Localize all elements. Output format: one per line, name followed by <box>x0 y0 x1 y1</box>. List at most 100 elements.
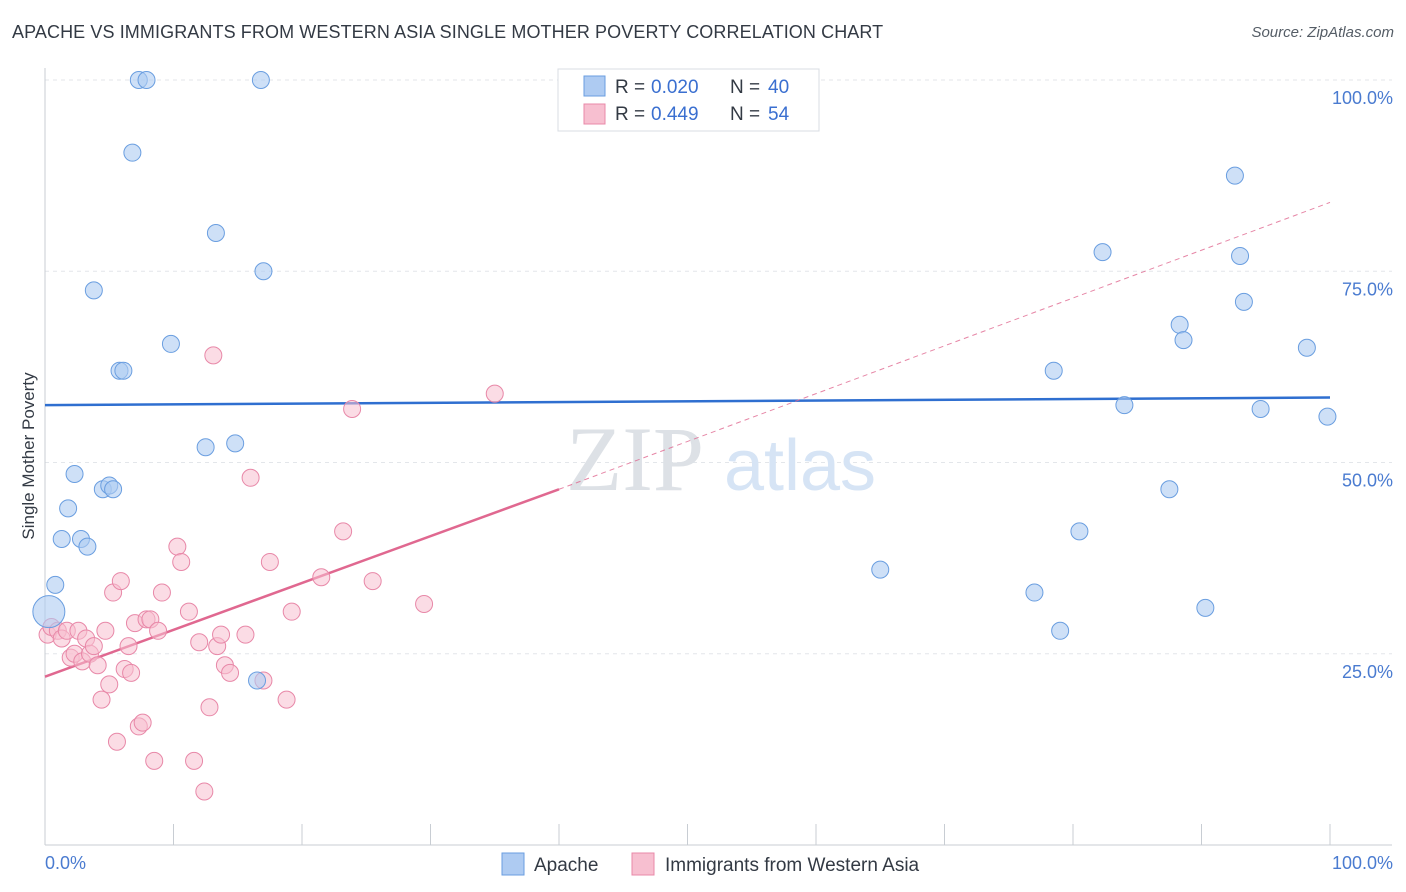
apache-point <box>161 334 180 353</box>
wa-point <box>133 713 152 732</box>
bottom-legend-swatch-apache <box>501 852 525 876</box>
x-tick-label: 100.0% <box>1332 853 1393 873</box>
wa-point <box>212 625 231 644</box>
apache-point <box>32 595 66 629</box>
wa-point <box>172 552 191 571</box>
watermark-zip: ZIP <box>566 408 704 510</box>
apache-point <box>871 560 890 579</box>
apache-point <box>1251 399 1270 418</box>
wa-point <box>195 782 214 801</box>
legend-box: R = 0.020 N = 40 R = 0.449 N = 54 <box>557 68 820 132</box>
apache-point <box>114 361 133 380</box>
apache-point <box>1093 243 1112 262</box>
wa-point <box>343 399 362 418</box>
wa-point <box>107 732 126 751</box>
legend-r-label: R = <box>615 77 645 98</box>
apache-point <box>1025 583 1044 602</box>
apache-point <box>251 71 270 89</box>
wa-point <box>152 583 171 602</box>
wa-point <box>200 698 219 717</box>
y-tick-label: 75.0% <box>1342 279 1393 299</box>
y-tick-label: 50.0% <box>1342 471 1393 491</box>
legend-r-label: R = <box>615 104 645 125</box>
apache-point <box>84 281 103 300</box>
wa-point <box>485 384 504 403</box>
legend-swatch-wa <box>583 103 606 125</box>
wa-point <box>88 656 107 675</box>
apache-point <box>1196 598 1215 617</box>
wa-point <box>236 625 255 644</box>
axes <box>44 68 1392 846</box>
legend-r-value: 0.449 <box>651 104 699 125</box>
y-axis-label: Single Mother Poverty <box>19 372 38 540</box>
legend-n-value: 40 <box>768 77 789 98</box>
legend-r-value: 0.020 <box>651 77 699 98</box>
y-tick-label: 25.0% <box>1342 662 1393 682</box>
wa-point <box>334 522 353 541</box>
apache-point <box>52 530 71 548</box>
apache-point <box>1115 396 1134 415</box>
wa-point <box>363 572 382 591</box>
apache-point <box>196 438 215 457</box>
bottom-legend: Apache Immigrants from Western Asia <box>501 852 920 876</box>
wa-trend-extension <box>558 201 1331 490</box>
grid-lines <box>45 79 1392 655</box>
apache-point <box>65 464 84 483</box>
wa-point <box>204 346 223 365</box>
legend-n-label: N = <box>730 104 760 125</box>
bottom-legend-wa: Immigrants from Western Asia <box>665 855 920 876</box>
y-tick-label: 100.0% <box>1332 88 1393 108</box>
legend-n-label: N = <box>730 77 760 98</box>
apache-point <box>1297 338 1316 357</box>
wa-point <box>221 663 240 682</box>
wa-point <box>111 572 130 591</box>
wa-point <box>179 602 198 621</box>
apache-point <box>46 575 65 594</box>
wa-point <box>277 690 296 709</box>
wa-point <box>92 690 111 709</box>
chart-title: APACHE VS IMMIGRANTS FROM WESTERN ASIA S… <box>12 22 884 42</box>
apache-point <box>1231 246 1250 265</box>
apache-point <box>123 143 142 162</box>
wa-point <box>415 595 434 614</box>
apache-point <box>1044 361 1063 380</box>
apache-point <box>1051 621 1070 640</box>
wa-point <box>122 663 141 682</box>
bottom-legend-apache: Apache <box>534 855 598 876</box>
apache-point <box>1234 292 1253 311</box>
apache-point <box>226 434 245 453</box>
wa-point <box>84 637 103 656</box>
apache-point <box>1225 166 1244 185</box>
wa-point <box>312 568 331 587</box>
apache-point <box>1174 331 1193 350</box>
data-points <box>32 71 1337 801</box>
apache-point <box>1070 522 1089 541</box>
wa-point <box>241 468 260 487</box>
legend-n-value: 54 <box>768 104 790 125</box>
wa-point <box>168 537 187 556</box>
wa-point <box>282 602 301 621</box>
apache-point <box>1170 315 1189 334</box>
apache-point <box>137 71 156 89</box>
watermark: ZIP atlas <box>566 408 876 510</box>
apache-point <box>1160 480 1179 499</box>
wa-point <box>260 552 279 571</box>
wa-point <box>149 621 168 640</box>
apache-point <box>78 537 97 556</box>
wa-point <box>190 633 209 652</box>
apache-point <box>254 262 273 281</box>
apache-point <box>1318 407 1337 426</box>
apache-point <box>248 671 267 690</box>
apache-trend-line <box>44 396 1331 407</box>
x-tick-label: 0.0% <box>45 853 86 873</box>
wa-point <box>145 751 164 770</box>
legend-swatch-apache <box>583 75 606 97</box>
wa-point <box>119 637 138 656</box>
wa-point <box>185 751 204 770</box>
bottom-legend-swatch-wa <box>631 852 655 876</box>
tick-labels: 25.0% 50.0% 75.0% 100.0% 0.0% 100.0% <box>45 88 1393 873</box>
apache-point <box>206 224 225 242</box>
apache-point <box>104 480 123 499</box>
apache-point <box>59 499 78 518</box>
